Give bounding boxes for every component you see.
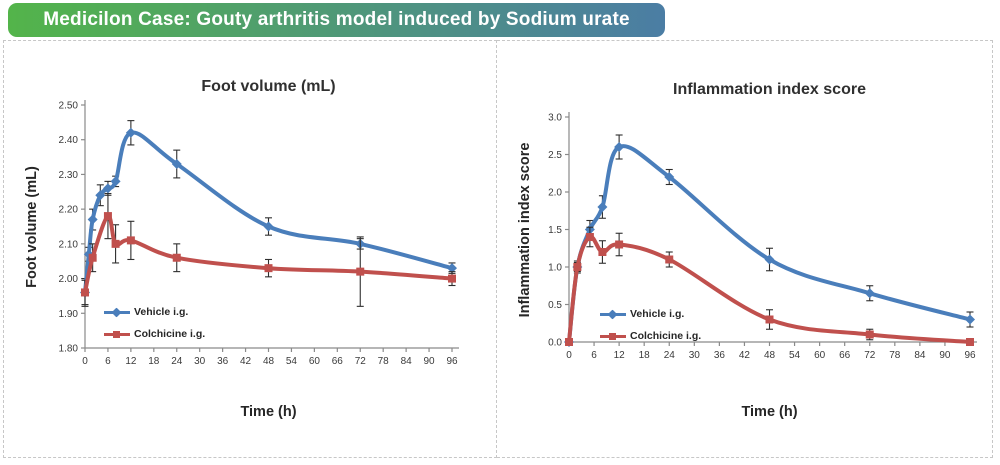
svg-text:84: 84: [914, 350, 926, 361]
svg-text:0.5: 0.5: [548, 300, 562, 311]
legend-inflammation: Vehicle i.g. Colchicine i.g.: [600, 307, 701, 343]
svg-text:0: 0: [82, 356, 88, 367]
svg-text:18: 18: [639, 350, 651, 361]
header-banner: Medicilon Case: Gouty arthritis model in…: [8, 3, 665, 37]
svg-text:0.0: 0.0: [548, 338, 562, 349]
svg-text:2.10: 2.10: [59, 239, 79, 250]
svg-text:12: 12: [125, 356, 137, 367]
svg-text:12: 12: [614, 350, 626, 361]
svg-text:72: 72: [355, 356, 367, 367]
svg-text:1.5: 1.5: [548, 225, 562, 236]
svg-text:30: 30: [194, 356, 206, 367]
svg-text:24: 24: [171, 356, 183, 367]
colchicine-marker-icon: [113, 330, 120, 338]
legend-item-vehicle: Vehicle i.g.: [600, 307, 701, 321]
svg-text:42: 42: [240, 356, 252, 367]
svg-text:1.0: 1.0: [548, 263, 562, 274]
legend-label-colchicine: Colchicine i.g.: [134, 328, 206, 340]
svg-text:78: 78: [378, 356, 390, 367]
legend-item-colchicine: Colchicine i.g.: [104, 327, 205, 341]
svg-text:66: 66: [332, 356, 344, 367]
inflammation-chart: 0.0 0.5 1.0 1.5 2.0 2.5 3.0 0 6 12 18 24 30 36 42 48 54 6…: [548, 112, 977, 361]
svg-text:54: 54: [286, 356, 298, 367]
svg-text:6: 6: [105, 356, 111, 367]
svg-text:42: 42: [739, 350, 751, 361]
vehicle-marker-icon: [111, 307, 122, 317]
svg-text:90: 90: [424, 356, 436, 367]
svg-text:2.5: 2.5: [548, 150, 562, 161]
svg-text:2.30: 2.30: [59, 170, 79, 181]
svg-text:1.90: 1.90: [59, 309, 79, 320]
svg-text:24: 24: [664, 350, 676, 361]
svg-text:0: 0: [566, 350, 572, 361]
chart-title-foot-volume: Foot volume (mL): [201, 78, 336, 95]
svg-text:66: 66: [839, 350, 851, 361]
svg-text:78: 78: [889, 350, 901, 361]
legend-label-vehicle: Vehicle i.g.: [134, 306, 189, 318]
svg-text:60: 60: [814, 350, 826, 361]
svg-text:2.0: 2.0: [548, 188, 562, 199]
vehicle-series-swatch-icon: [600, 307, 626, 321]
colchicine-series-swatch-icon: [104, 327, 130, 341]
header-title: Medicilon Case: Gouty arthritis model in…: [43, 9, 630, 30]
svg-text:2.20: 2.20: [59, 205, 79, 216]
svg-text:3.0: 3.0: [548, 113, 562, 124]
x-axis-label-foot-volume: Time (h): [240, 404, 297, 420]
svg-text:18: 18: [148, 356, 160, 367]
legend-item-colchicine: Colchicine i.g.: [600, 329, 701, 343]
svg-text:72: 72: [864, 350, 876, 361]
svg-text:2.40: 2.40: [59, 135, 79, 146]
svg-text:48: 48: [263, 356, 275, 367]
foot-volume-panel: Foot volume (mL) Foot volume (mL) 1.80 1.…: [3, 40, 497, 458]
svg-text:60: 60: [309, 356, 321, 367]
x-axis-label-inflammation: Time (h): [741, 404, 798, 420]
inflammation-panel: Inflammation index score Inflammation in…: [497, 40, 993, 458]
svg-text:84: 84: [401, 356, 413, 367]
svg-text:2.00: 2.00: [59, 274, 79, 285]
svg-text:48: 48: [764, 350, 776, 361]
colchicine-marker-icon: [609, 332, 616, 340]
svg-text:30: 30: [689, 350, 701, 361]
svg-text:2.50: 2.50: [59, 101, 79, 112]
legend-label-vehicle: Vehicle i.g.: [630, 308, 685, 320]
colchicine-series-swatch-icon: [600, 329, 626, 343]
svg-text:36: 36: [217, 356, 229, 367]
vehicle-series-swatch-icon: [104, 305, 130, 319]
svg-text:96: 96: [964, 350, 976, 361]
svg-text:1.80: 1.80: [59, 344, 79, 355]
svg-text:36: 36: [714, 350, 726, 361]
svg-text:90: 90: [939, 350, 951, 361]
chart-title-inflammation: Inflammation index score: [673, 81, 866, 98]
svg-text:6: 6: [591, 350, 597, 361]
foot-volume-chart: 1.80 1.90 2.00 2.10 2.20 2.30 2.40 2.50 0 6 12 18 24…: [59, 100, 459, 367]
legend-foot-volume: Vehicle i.g. Colchicine i.g.: [104, 305, 205, 341]
legend-item-vehicle: Vehicle i.g.: [104, 305, 205, 319]
svg-text:54: 54: [789, 350, 801, 361]
vehicle-marker-icon: [607, 309, 618, 319]
svg-text:96: 96: [446, 356, 458, 367]
legend-label-colchicine: Colchicine i.g.: [630, 330, 702, 342]
